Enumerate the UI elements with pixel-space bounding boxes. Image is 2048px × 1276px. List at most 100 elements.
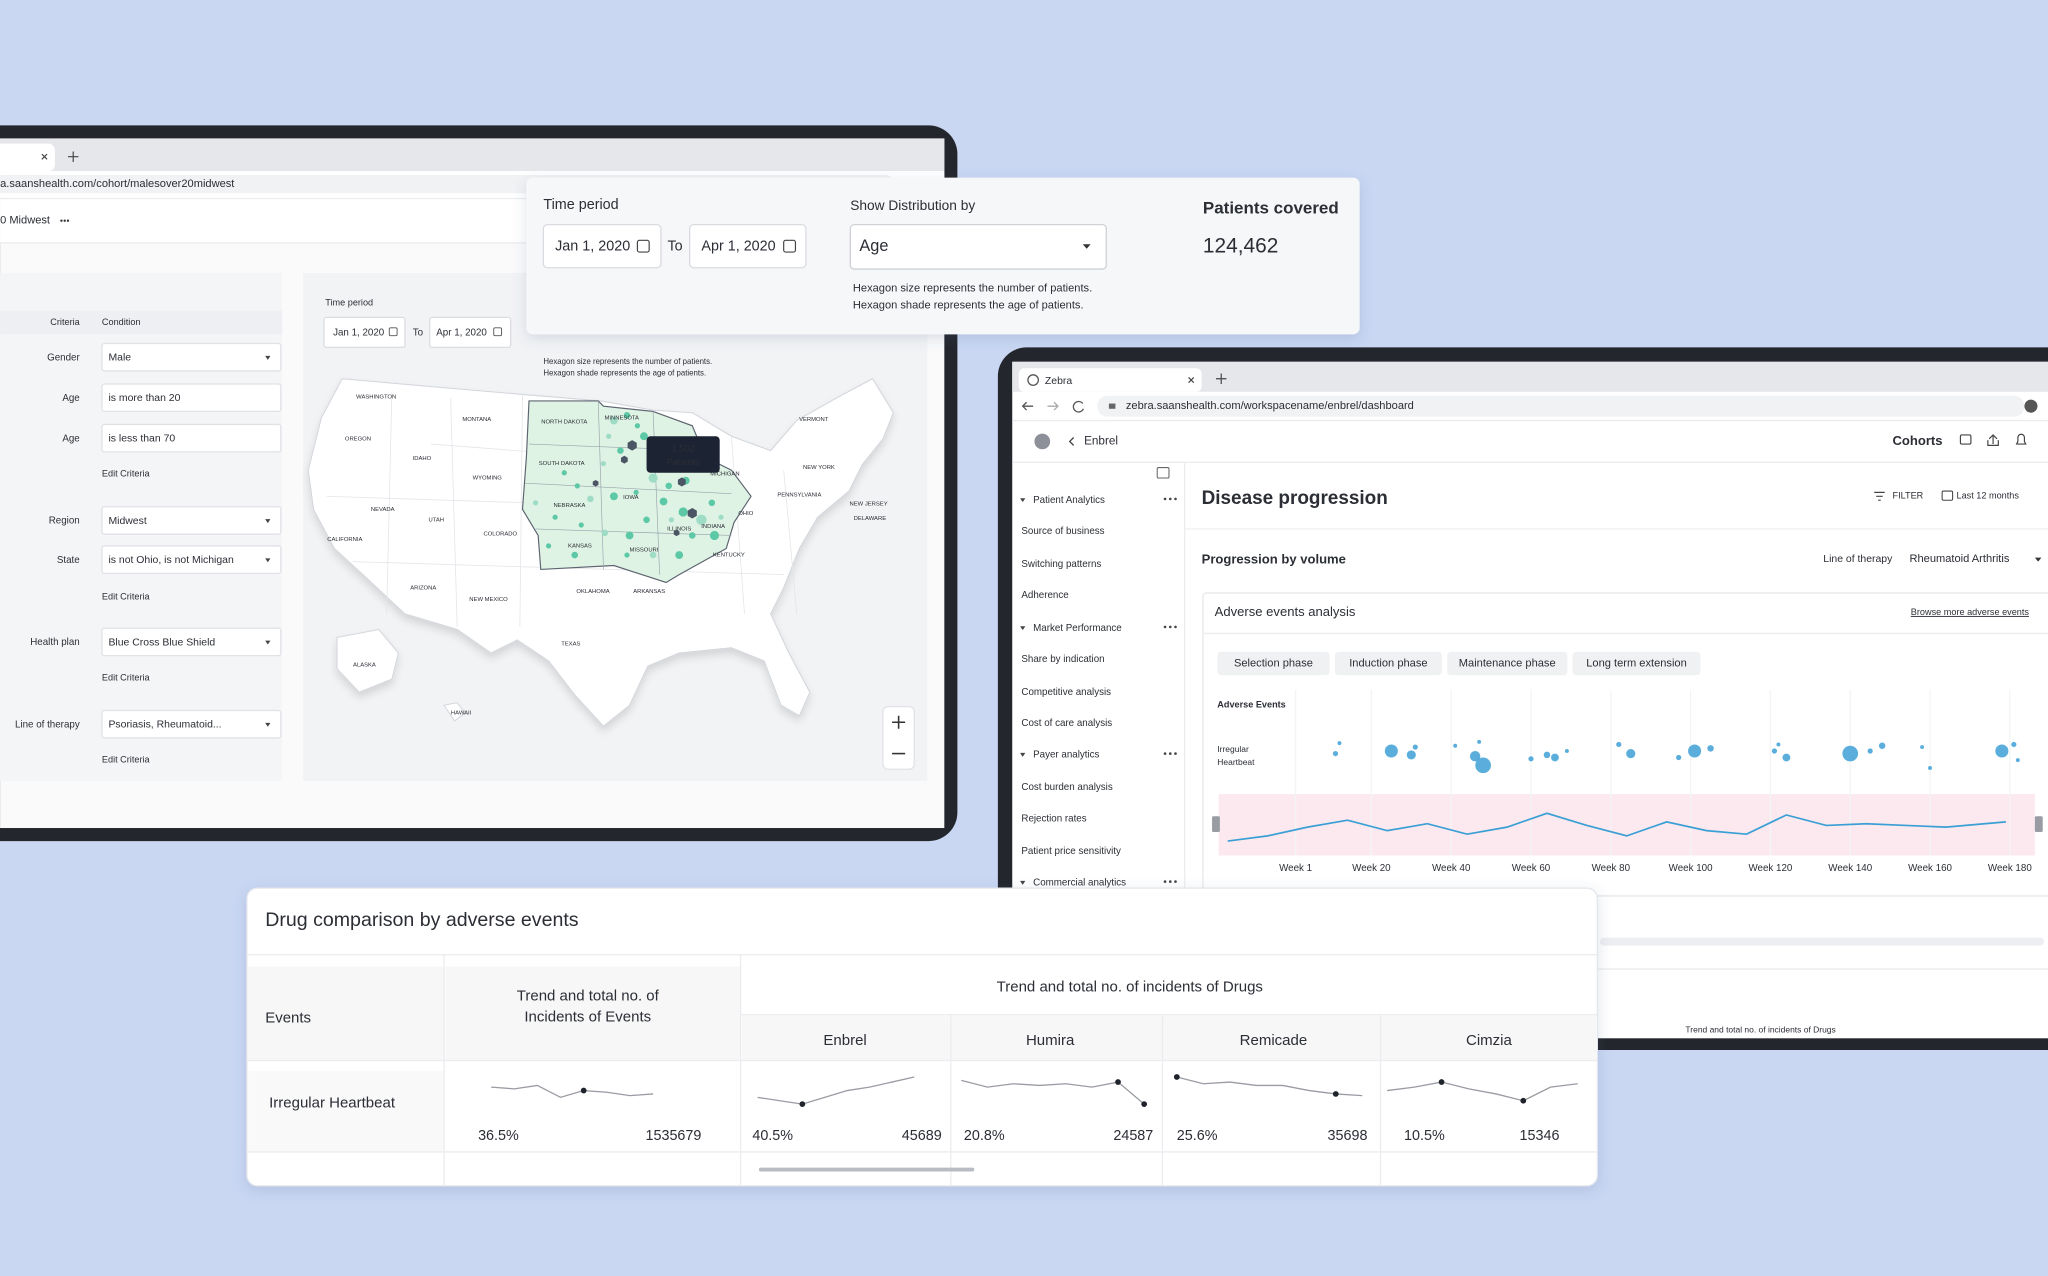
more-icon[interactable]: [1163, 625, 1167, 629]
sparkline-marker: [1173, 1074, 1180, 1080]
new-tab-icon[interactable]: [1215, 373, 1227, 384]
filter-card: Time period Jan 1, 2020 To Apr 1, 2020 Show …: [526, 177, 1360, 335]
patient-dot: [675, 551, 684, 559]
sidebar-item[interactable]: Share by indication: [1021, 654, 1104, 665]
drug-header: Enbrel: [823, 1032, 866, 1049]
patient-dot: [561, 470, 567, 476]
more-icon[interactable]: [60, 219, 63, 222]
criteria-input[interactable]: [101, 709, 282, 739]
more-icon[interactable]: [1174, 880, 1177, 883]
sidebar-item[interactable]: Competitive analysis: [1021, 687, 1111, 698]
edit-criteria-link[interactable]: Edit Criteria: [102, 672, 151, 682]
scrollbar[interactable]: [758, 1167, 975, 1172]
browser-tab[interactable]: [0, 143, 55, 172]
criteria-input[interactable]: [101, 627, 282, 657]
more-icon[interactable]: [66, 219, 70, 222]
x-tick-label: Week 120: [1748, 863, 1792, 874]
scrollbar[interactable]: [1599, 937, 2045, 946]
sidebar-item[interactable]: Source of business: [1021, 526, 1104, 537]
range-handle[interactable]: [1212, 816, 1220, 832]
more-icon[interactable]: [1163, 752, 1167, 755]
forward-button[interactable]: [1047, 401, 1059, 411]
logo[interactable]: [1034, 433, 1051, 450]
comment-icon[interactable]: [1959, 434, 1972, 445]
therapy-label: Line of therapy: [1823, 554, 1893, 565]
share-icon[interactable]: [1987, 434, 1999, 446]
phase-pill[interactable]: [1217, 651, 1330, 676]
more-icon[interactable]: [1168, 497, 1172, 501]
date-input[interactable]: [429, 316, 512, 349]
sidebar-section[interactable]: Payer analytics: [1033, 749, 1099, 760]
filter-button[interactable]: FILTER: [1893, 491, 1924, 501]
phase-pill[interactable]: [1572, 651, 1701, 676]
sidebar-section[interactable]: Market Performance: [1033, 623, 1122, 634]
date-input[interactable]: [323, 316, 406, 349]
phase-pill[interactable]: [1334, 651, 1442, 676]
more-icon[interactable]: [1174, 497, 1177, 501]
sidebar-item[interactable]: Cost of care analysis: [1021, 718, 1112, 729]
patient-dot: [689, 532, 696, 539]
sidebar-item[interactable]: Rejection rates: [1021, 813, 1086, 824]
total: 1535679: [646, 1128, 702, 1144]
browse-link[interactable]: Browse more adverse events: [1911, 607, 2030, 617]
calendar-icon: [783, 239, 797, 253]
browser-tab[interactable]: [1018, 368, 1202, 392]
sidebar-item[interactable]: Switching patterns: [1021, 559, 1101, 570]
bell-icon[interactable]: [2015, 433, 2027, 445]
more-icon[interactable]: [1168, 752, 1172, 755]
new-tab-icon[interactable]: [67, 151, 79, 162]
close-tab-icon[interactable]: [41, 153, 48, 160]
patient-dot: [624, 552, 630, 558]
more-icon[interactable]: [1168, 625, 1172, 629]
criteria-input[interactable]: [101, 506, 282, 535]
breadcrumb[interactable]: Enbrel: [1084, 435, 1118, 448]
profile-icon[interactable]: [2024, 399, 2038, 413]
filter-icon[interactable]: [1874, 491, 1885, 501]
criteria-input[interactable]: [101, 423, 282, 453]
url: a.saanshealth.com/cohort/malesover20midw…: [0, 178, 234, 190]
edit-criteria-link[interactable]: Edit Criteria: [102, 469, 151, 479]
zoom-in[interactable]: [892, 715, 906, 729]
close-tab-icon[interactable]: [1188, 377, 1195, 384]
sidebar-item[interactable]: Cost burden analysis: [1021, 782, 1112, 793]
more-icon[interactable]: [63, 219, 66, 222]
more-icon[interactable]: [1163, 497, 1167, 501]
range-handle[interactable]: [2034, 816, 2043, 832]
calendar-icon: [493, 327, 503, 337]
more-icon[interactable]: [1168, 880, 1172, 883]
edit-criteria-link[interactable]: Edit Criteria: [102, 591, 151, 601]
back-button[interactable]: [1021, 401, 1034, 411]
state-label: OREGON: [345, 436, 371, 442]
date-input[interactable]: [542, 223, 662, 269]
edit-criteria-link[interactable]: Edit Criteria: [102, 755, 151, 765]
therapy-value[interactable]: Rheumatoid Arthritis: [1909, 553, 2009, 565]
date-range[interactable]: Last 12 months: [1957, 491, 2020, 501]
state-label: NEW JERSEY: [850, 502, 888, 508]
phase-pill[interactable]: [1447, 651, 1568, 676]
x-tick-label: Week 60: [1512, 863, 1551, 874]
sidebar-section[interactable]: Patient Analytics: [1033, 495, 1105, 506]
url-field[interactable]: [1097, 395, 2025, 417]
patient-hexagons: [532, 412, 724, 559]
more-icon[interactable]: [1163, 880, 1167, 883]
event-name: Irregular Heartbeat: [269, 1095, 396, 1112]
collapse-icon[interactable]: [1156, 467, 1170, 479]
more-icon[interactable]: [1174, 752, 1177, 755]
header-cell: [248, 966, 445, 1061]
reload-button[interactable]: [1072, 400, 1085, 413]
dropdown-caret: [265, 722, 271, 727]
criteria-input[interactable]: [101, 545, 282, 575]
patients-value: 124,462: [1203, 234, 1278, 257]
sidebar-item[interactable]: Adherence: [1021, 590, 1068, 601]
distribution-dropdown[interactable]: [849, 223, 1107, 270]
calendar-icon: [1941, 490, 1954, 501]
date-input[interactable]: [689, 223, 807, 269]
more-icon[interactable]: [1174, 625, 1177, 629]
back-chevron[interactable]: [1068, 437, 1075, 446]
footer-label: Trend and total no. of incidents of Drug…: [1685, 1025, 1835, 1035]
criteria-input[interactable]: [101, 342, 282, 372]
cohorts-button[interactable]: Cohorts: [1893, 433, 1943, 448]
sidebar-item[interactable]: Patient price sensitivity: [1021, 846, 1121, 857]
sidebar-section[interactable]: Commercial analytics: [1033, 877, 1126, 888]
criteria-input[interactable]: [101, 383, 282, 413]
